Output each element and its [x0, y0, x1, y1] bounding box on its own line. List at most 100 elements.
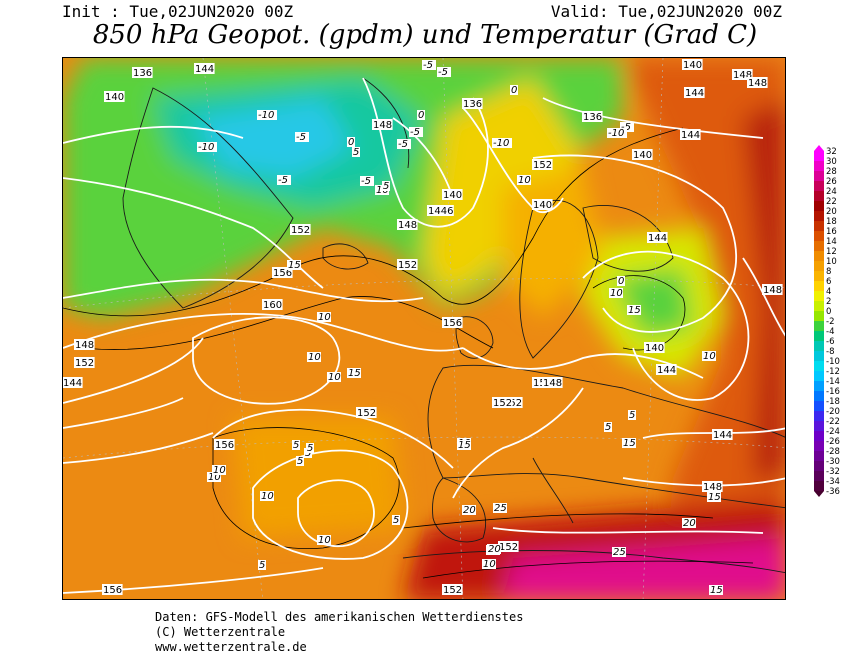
- arctic-islands-outline: [362, 77, 410, 169]
- temperature-label: 0: [618, 276, 624, 287]
- legend-swatch: [814, 391, 824, 401]
- legend-label: 0: [826, 307, 831, 317]
- geopotential-label-box: [762, 284, 783, 295]
- temperature-label-box: [360, 176, 374, 186]
- geopotential-label: 144: [648, 233, 667, 244]
- legend-label: 20: [826, 207, 837, 217]
- legend-label: 30: [826, 157, 837, 167]
- temperature-label: 15: [708, 492, 721, 503]
- contour-148-far-east: [742, 257, 785, 337]
- contour-low-greenland: [362, 77, 489, 228]
- geopotential-label: 140: [443, 190, 462, 201]
- geopotential-label: 152: [443, 585, 462, 596]
- legend-swatch: [814, 341, 824, 351]
- geopotential-label-box: [74, 357, 95, 368]
- contour-156-south: [63, 567, 324, 594]
- geopotential-label-box: [462, 98, 483, 109]
- temperature-label-box: [628, 410, 636, 420]
- temperature-label: 5: [629, 410, 635, 421]
- temperature-label: 10: [318, 312, 331, 323]
- legend-swatch: [814, 261, 824, 271]
- legend-swatch: [814, 291, 824, 301]
- temperature-label: 10: [213, 465, 226, 476]
- legend-label: -18: [826, 397, 840, 407]
- temperature-label-box: [260, 491, 274, 501]
- temperature-label-box: [709, 585, 723, 595]
- temperature-label: -5: [410, 127, 420, 138]
- geopotential-label-box: [644, 342, 665, 353]
- temperature-label: -10: [198, 142, 214, 153]
- contour-140-west: [63, 125, 244, 144]
- legend-swatch: [814, 431, 824, 441]
- geopotential-label-box: [397, 259, 418, 270]
- legend-label: 28: [826, 167, 837, 177]
- contour-144-sw: [63, 337, 204, 404]
- legend-label: 32: [826, 147, 837, 157]
- geopotential-label-box: [442, 584, 463, 595]
- legend-swatch: [814, 401, 824, 411]
- temperature-field: [63, 58, 785, 599]
- geopotential-label: 152: [398, 260, 417, 271]
- legend-label: 4: [826, 287, 831, 297]
- temperature-label: 15: [288, 260, 301, 271]
- temperature-label: 5: [297, 456, 303, 467]
- geopotential-label-box: [372, 119, 393, 130]
- geopotential-label: 1446: [428, 206, 453, 217]
- temperature-label: 0: [418, 110, 424, 121]
- temperature-label: 10: [308, 352, 321, 363]
- temperature-label-box: [277, 175, 291, 185]
- contour-148-low: [252, 449, 409, 560]
- temperature-label: -10: [608, 128, 624, 139]
- contour-148-sw: [63, 397, 184, 429]
- geopotential-label: 140: [683, 60, 702, 71]
- legend-swatch: [814, 311, 824, 321]
- temperature-label: 25: [494, 503, 507, 514]
- temperature-label: -5: [621, 122, 631, 133]
- geopotential-label-box: [442, 317, 463, 328]
- temperature-label-box: [617, 276, 625, 286]
- temperature-label-box: [487, 544, 501, 554]
- temperature-label-box: [197, 142, 217, 152]
- legend-swatches: [814, 145, 824, 497]
- geopotential-label-box: [498, 541, 519, 552]
- legend-swatch: [814, 251, 824, 261]
- temperature-label: 10: [208, 472, 221, 483]
- temperature-label: 5: [383, 181, 389, 192]
- geopotential-label-box: [132, 67, 153, 78]
- legend-swatch: [814, 231, 824, 241]
- footer: Daten: GFS-Modell des amerikanischen Wet…: [155, 610, 523, 655]
- contour-156-east: [462, 347, 704, 379]
- iceland-outline: [322, 243, 369, 270]
- geopotential-label-box: [582, 111, 603, 122]
- geopotential-label: 148: [703, 482, 722, 493]
- contour-152-west: [63, 278, 424, 303]
- legend-label: -14: [826, 377, 840, 387]
- temperature-label-box: [612, 547, 626, 557]
- legend-labels: 32302826242220181614121086420-2-4-6-8-10…: [826, 147, 840, 497]
- atlantic-warm-pool: [233, 418, 403, 538]
- geopotential-label: 148: [763, 285, 782, 296]
- geopotential-label-box: [632, 149, 653, 160]
- temperature-label: 10: [483, 559, 496, 570]
- temperature-label: -5: [423, 60, 433, 71]
- temperature-label: 20: [488, 544, 501, 555]
- legend-label: -26: [826, 437, 840, 447]
- geopotential-label-box: [680, 129, 701, 140]
- temperature-label: 20: [683, 518, 696, 529]
- temperature-label: 15: [710, 585, 723, 596]
- legend-swatch: [814, 301, 824, 311]
- legend-swatch: [814, 151, 824, 161]
- footer-url: www.wetterzentrale.de: [155, 640, 307, 654]
- weather-map: 136 144 140 136 140 144 148 148 144 140 136 148 140 1…: [62, 57, 786, 600]
- geopotential-label-box: [732, 69, 753, 80]
- legend-label: -28: [826, 447, 840, 457]
- temperature-label-box: [682, 518, 696, 528]
- geopotential-label-box: [532, 199, 553, 210]
- geopotential-label: 152: [493, 398, 512, 409]
- geopotential-label-box: [104, 91, 125, 102]
- temperature-label: 15: [348, 368, 361, 379]
- contour-labels: 136 1441401361401441481481441401361481401…: [63, 59, 783, 596]
- valid-time: Valid: Tue,02JUN2020 00Z: [550, 2, 782, 21]
- temperature-label-box: [510, 85, 518, 95]
- green-russia: [613, 268, 693, 338]
